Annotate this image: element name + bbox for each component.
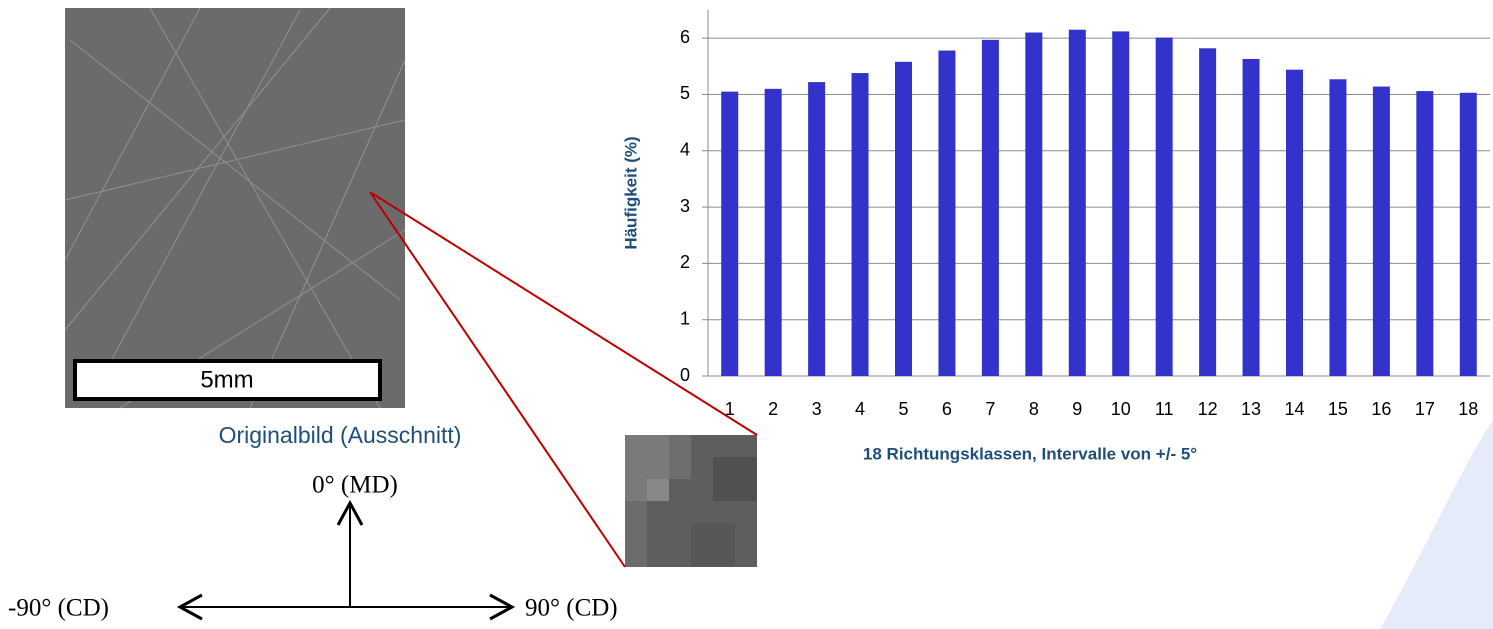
direction-label: 0° (MD) [312,472,398,499]
x-tick-label: 18 [1458,399,1478,419]
zoom-line [370,192,625,567]
bar [852,73,869,376]
y-tick-label: 0 [680,365,690,385]
direction-label: -90° (CD) [8,595,109,622]
x-tick-label: 8 [1029,399,1039,419]
decoration [1380,420,1493,629]
x-tick-label: 14 [1284,399,1304,419]
y-axis-title: Häufigkeit (%) [621,136,640,249]
x-tick-label: 10 [1111,399,1131,419]
x-tick-label: 13 [1241,399,1261,419]
bar [1373,87,1390,376]
bar [938,51,955,376]
bar [895,62,912,376]
bar [982,40,999,376]
x-tick-label: 3 [812,399,822,419]
bar [1286,70,1303,376]
bar [1416,91,1433,376]
y-tick-label: 2 [680,252,690,272]
x-tick-label: 2 [768,399,778,419]
bar [1112,31,1129,376]
y-tick-label: 3 [680,196,690,216]
bar [1199,48,1216,376]
fiber-image: 5mm [65,8,405,408]
x-tick-label: 1 [725,399,735,419]
x-tick-label: 9 [1072,399,1082,419]
x-tick-label: 16 [1371,399,1391,419]
bar [1460,93,1477,376]
bar [721,92,738,376]
x-tick-label: 5 [898,399,908,419]
image-caption: Originalbild (Ausschnitt) [219,422,462,448]
bar [1069,30,1086,376]
bar [1025,33,1042,376]
x-tick-label: 17 [1415,399,1435,419]
bar [1243,59,1260,376]
x-tick-label: 4 [855,399,865,419]
bar [1156,38,1173,376]
x-tick-label: 11 [1155,399,1174,419]
x-tick-label: 6 [942,399,952,419]
zoom-line [370,192,757,435]
bar [1329,79,1346,376]
y-tick-label: 4 [680,140,690,160]
x-axis-title: 18 Richtungsklassen, Intervalle von +/- … [863,444,1197,463]
x-tick-label: 7 [985,399,995,419]
scale-label: 5mm [200,366,253,393]
x-tick-label: 15 [1328,399,1348,419]
y-tick-label: 1 [680,308,690,328]
bar [808,82,825,376]
y-tick-label: 5 [680,83,690,103]
direction-label: 90° (CD) [525,595,618,622]
slide: 5mm Originalbild (Ausschnitt) 0° (MD) -9… [0,0,1493,629]
y-tick-label: 6 [680,27,690,47]
zoom-inset [625,435,757,567]
bar [765,89,782,376]
x-tick-label: 12 [1198,399,1218,419]
